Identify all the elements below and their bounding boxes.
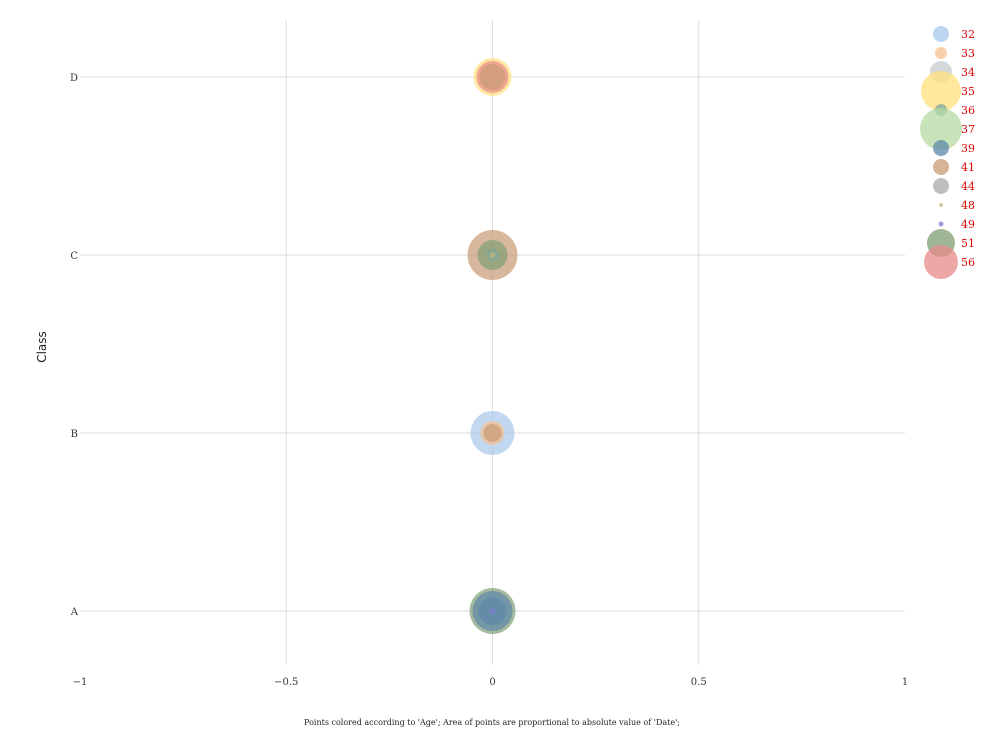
x-tick-label: 0 — [489, 677, 495, 688]
legend-marker — [933, 140, 949, 156]
legend-marker — [921, 71, 961, 111]
legend-marker — [933, 26, 949, 42]
points-layer — [467, 58, 518, 634]
x-tick-label: 1 — [902, 677, 908, 688]
x-axis-ticks: −1 −0.5 0 0.5 1 — [73, 677, 909, 688]
y-axis-label: Class — [35, 331, 49, 363]
y-tick-label: D — [70, 73, 78, 84]
legend-label: 51 — [961, 237, 975, 250]
x-tick-label: −1 — [73, 677, 88, 688]
y-axis-ticks: A B C D — [70, 73, 79, 618]
legend-marker — [920, 108, 962, 150]
legend[interactable]: 32 33 34 35 36 37 39 41 44 48 49 51 56 — [920, 26, 975, 279]
bubble-point[interactable] — [489, 252, 496, 258]
legend-marker — [933, 178, 949, 194]
legend-marker — [939, 203, 943, 207]
legend-marker — [935, 47, 947, 59]
y-tick-label: C — [70, 251, 78, 262]
legend-label: 35 — [961, 85, 975, 98]
legend-marker — [933, 159, 949, 175]
y-tick-label: B — [71, 429, 78, 440]
legend-label: 37 — [961, 123, 975, 136]
legend-label: 39 — [961, 142, 975, 155]
legend-label: 32 — [961, 28, 975, 41]
legend-label: 34 — [961, 66, 975, 79]
legend-label: 33 — [961, 47, 975, 60]
x-tick-label: −0.5 — [274, 677, 298, 688]
x-tick-label: 0.5 — [691, 677, 707, 688]
legend-label: 44 — [961, 180, 975, 193]
legend-marker — [938, 221, 944, 227]
bubble-point[interactable] — [479, 64, 506, 90]
legend-label: 48 — [961, 199, 975, 212]
legend-marker — [924, 245, 958, 279]
legend-label: 36 — [961, 104, 975, 117]
bubble-point[interactable] — [489, 608, 496, 614]
chart-caption: Points colored according to 'Age'; Area … — [304, 718, 680, 727]
grid-layer — [80, 20, 905, 665]
legend-label: 56 — [961, 256, 975, 269]
y-tick-label: A — [70, 607, 79, 618]
legend-label: 49 — [961, 218, 975, 231]
legend-label: 41 — [961, 161, 975, 174]
bubble-point[interactable] — [483, 424, 502, 442]
